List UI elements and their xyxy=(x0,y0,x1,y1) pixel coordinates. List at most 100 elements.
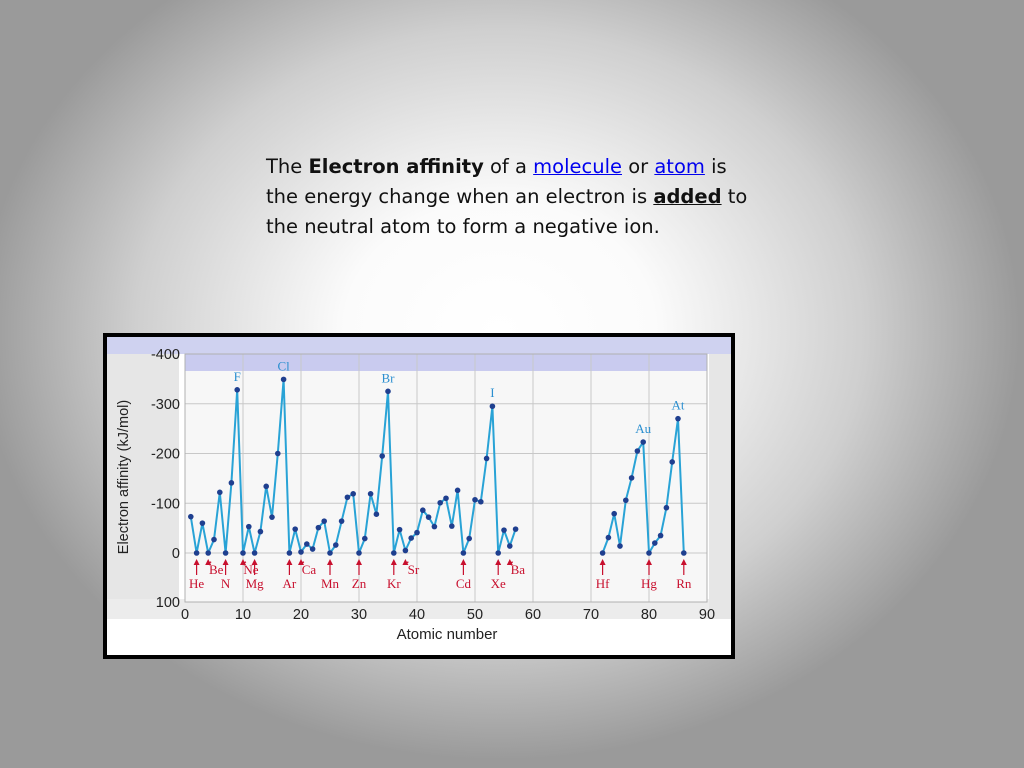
x-tick-label-0: 0 xyxy=(181,607,189,623)
arrow-head-mn xyxy=(327,559,333,565)
arrow-head-mg xyxy=(251,559,258,565)
plot-area xyxy=(185,354,707,602)
arrow-head-rn xyxy=(680,559,687,565)
text-of-a: of a xyxy=(490,155,527,178)
element-label-at: At xyxy=(672,398,685,413)
data-point-z8 xyxy=(228,480,235,486)
data-point-z48 xyxy=(460,550,467,556)
y-tick-label--400: -400 xyxy=(151,347,180,363)
arrow-head-ba xyxy=(506,559,513,565)
annotation-label-ca: Ca xyxy=(302,562,317,577)
data-point-z25 xyxy=(327,550,333,556)
data-point-z76 xyxy=(623,497,629,504)
arrow-head-sr xyxy=(402,559,409,565)
data-point-z26 xyxy=(333,542,339,548)
data-point-z24 xyxy=(321,518,327,524)
data-point-z84 xyxy=(669,459,675,465)
text-or: or xyxy=(628,155,649,178)
data-point-z13 xyxy=(257,528,264,535)
data-point-z35 xyxy=(385,388,391,395)
annotation-label-mg: Mg xyxy=(246,576,265,591)
data-point-z18 xyxy=(286,550,293,556)
chart-top-band xyxy=(107,337,731,354)
y-tick-label-100: 100 xyxy=(156,595,180,611)
chart-right-panel xyxy=(709,354,731,619)
data-point-z22 xyxy=(309,546,316,552)
emphasis-added: added xyxy=(653,185,722,208)
atom-link[interactable]: atom xyxy=(654,155,705,178)
data-point-z80 xyxy=(646,550,652,556)
x-axis-label: Atomic number xyxy=(397,626,498,643)
data-point-z1 xyxy=(188,513,194,520)
y-axis-label: Electron affinity (kJ/mol) xyxy=(116,400,132,554)
element-label-au: Au xyxy=(635,421,651,436)
data-point-z42 xyxy=(425,514,432,520)
data-point-z47 xyxy=(454,487,461,494)
data-point-z86 xyxy=(681,550,687,556)
arrow-head-ca xyxy=(298,559,304,565)
annotation-label-n: N xyxy=(221,576,231,591)
data-point-z40 xyxy=(414,529,420,536)
arrow-head-ne xyxy=(240,559,246,565)
data-point-z44 xyxy=(437,499,444,506)
arrow-head-xe xyxy=(495,559,502,565)
annotation-label-cd: Cd xyxy=(456,576,472,591)
element-label-f: F xyxy=(234,369,241,384)
arrow-head-hf xyxy=(599,559,606,565)
data-point-z7 xyxy=(222,550,229,556)
annotation-label-ar: Ar xyxy=(283,576,297,591)
data-point-z46 xyxy=(449,523,455,529)
data-point-z45 xyxy=(443,495,449,502)
x-tick-label-90: 90 xyxy=(699,607,715,623)
data-point-z82 xyxy=(657,532,664,539)
text-intro: The xyxy=(266,155,303,178)
data-point-z79 xyxy=(640,439,646,445)
data-point-z15 xyxy=(269,514,275,520)
x-tick-label-40: 40 xyxy=(409,607,425,623)
data-point-z6 xyxy=(217,489,223,496)
arrow-head-ar xyxy=(286,559,293,565)
data-point-z52 xyxy=(483,455,490,462)
arrow-head-kr xyxy=(390,559,397,565)
arrow-head-zn xyxy=(356,559,362,565)
data-point-z14 xyxy=(263,483,269,490)
annotation-label-he: He xyxy=(189,576,204,591)
molecule-link[interactable]: molecule xyxy=(533,155,622,178)
data-point-z53 xyxy=(489,403,496,410)
data-point-z57 xyxy=(512,526,519,532)
annotation-label-rn: Rn xyxy=(676,576,692,591)
data-point-z33 xyxy=(373,511,380,517)
data-point-z5 xyxy=(211,536,217,543)
data-point-z77 xyxy=(628,475,635,481)
data-point-z27 xyxy=(338,518,345,524)
arrow-head-hg xyxy=(646,559,652,565)
data-point-z3 xyxy=(199,520,206,526)
x-tick-label-30: 30 xyxy=(351,607,367,623)
annotation-label-kr: Kr xyxy=(387,576,401,591)
data-point-z49 xyxy=(466,535,473,542)
x-tick-label-60: 60 xyxy=(525,607,541,623)
chart-left-panel xyxy=(107,354,179,617)
data-point-z30 xyxy=(356,550,362,556)
data-point-z29 xyxy=(350,490,356,497)
chart-bottom-strip xyxy=(107,599,731,619)
data-point-z28 xyxy=(344,494,351,501)
data-point-z43 xyxy=(431,523,438,530)
y-tick-label--300: -300 xyxy=(151,397,180,413)
data-point-z9 xyxy=(234,387,240,393)
annotation-label-zn: Zn xyxy=(352,576,367,591)
data-point-z74 xyxy=(611,510,617,517)
arrow-head-be xyxy=(205,559,212,565)
plot-top-shade xyxy=(185,354,707,371)
data-point-z32 xyxy=(367,490,374,497)
annotation-label-ba: Ba xyxy=(511,562,526,577)
data-point-z85 xyxy=(675,415,681,422)
data-point-z34 xyxy=(379,453,386,459)
data-point-z75 xyxy=(617,543,623,549)
annotation-label-be: Be xyxy=(209,562,224,577)
annotation-label-hf: Hf xyxy=(596,576,610,591)
x-tick-label-80: 80 xyxy=(641,607,657,623)
y-tick-label--100: -100 xyxy=(151,496,180,512)
data-point-z11 xyxy=(246,523,252,530)
